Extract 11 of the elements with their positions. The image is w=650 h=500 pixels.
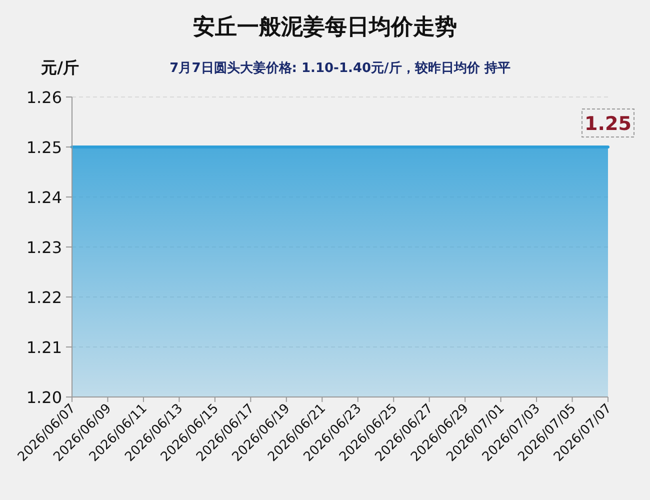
annotation: 1.25 [584,113,632,135]
y-axis-title: 元/斤 [40,58,79,77]
y-tick-label: 1.22 [26,288,62,307]
y-tick-label: 1.23 [26,238,62,257]
chart-title: 安丘一般泥姜每日均价走势 [193,14,457,40]
y-tick-label: 1.21 [26,338,62,357]
y-tick-label: 1.20 [26,388,62,407]
y-tick-label: 1.26 [26,88,62,107]
y-tick-label: 1.24 [26,188,62,207]
y-tick-label: 1.25 [26,138,62,157]
chart-subtitle: 7月7日圆头大姜价格: 1.10-1.40元/斤，较昨日均价 持平 [170,60,510,76]
